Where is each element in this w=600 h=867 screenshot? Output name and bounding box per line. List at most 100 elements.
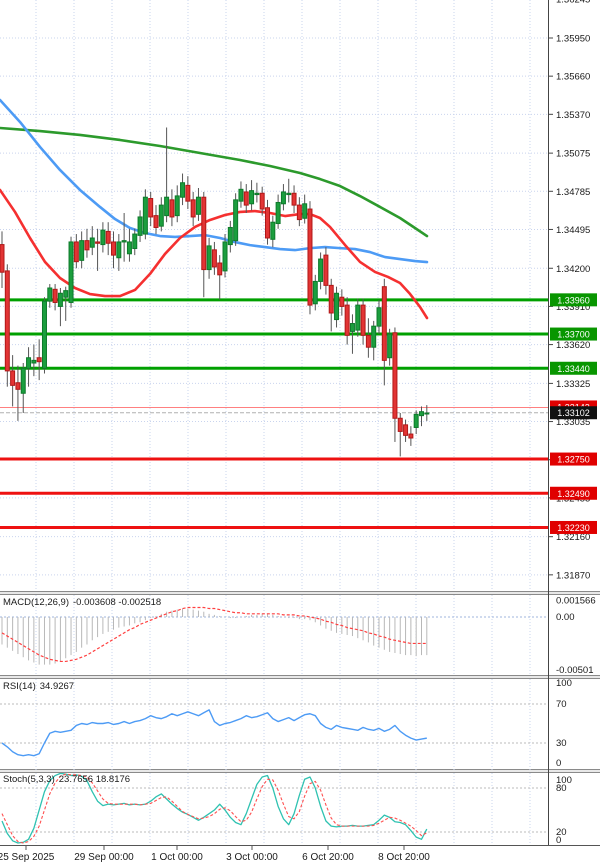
candle-bearish [111, 241, 117, 256]
candle-bullish [180, 182, 186, 198]
candle-bullish [174, 195, 180, 217]
candle-bullish [142, 196, 148, 235]
candle-bearish [10, 370, 16, 386]
candle-bearish [323, 254, 329, 286]
candle-bearish [328, 284, 334, 314]
price-tick-label: 1.36245 [556, 0, 590, 6]
mid-ma-blue [0, 98, 429, 264]
candle-bullish [206, 245, 212, 271]
candle-bullish [158, 204, 164, 227]
candle-bearish [381, 286, 387, 361]
candle-bearish [291, 192, 297, 206]
price-panel[interactable] [0, 0, 548, 591]
candle-bearish [105, 230, 111, 244]
price-tick-label: 1.33325 [556, 379, 590, 390]
candle-bullish [63, 290, 69, 298]
candle-bullish [424, 412, 430, 415]
macd-values: -0.003608 -0.002518 [73, 597, 162, 608]
candle-bullish [89, 237, 95, 248]
stoch-name: Stoch(5,3,3) [3, 774, 55, 785]
candle-bullish [318, 258, 324, 282]
resistance-price-badge: 1.32750 [550, 452, 597, 466]
price-tick-label: 1.34785 [556, 187, 590, 198]
macd-tick-label: 0.001566 [556, 595, 596, 606]
candle-bearish [84, 240, 90, 251]
candle-bearish [148, 198, 154, 218]
candle-bullish [126, 241, 132, 255]
svg-text:1.32230: 1.32230 [557, 523, 590, 533]
candle-bullish [121, 240, 127, 243]
candle-bearish [397, 417, 403, 432]
time-tick-label: 29 Sep 00:00 [74, 852, 134, 863]
macd-tick-label: -0.00501 [556, 665, 594, 676]
candle-bullish [233, 199, 239, 242]
panel-separator[interactable] [0, 675, 600, 679]
price-tick-label: 1.33910 [556, 302, 590, 313]
stoch-tick-label: 80 [556, 783, 567, 794]
price-tick-label: 1.34200 [556, 264, 590, 275]
candle-bullish [286, 192, 292, 196]
candle-bullish [26, 357, 32, 369]
time-axis[interactable]: 25 Sep 2025 29 Sep 00:00 1 Oct 00:00 3 Oct … [0, 846, 430, 863]
price-tick-label: 1.35660 [556, 72, 590, 83]
price-tick-label: 1.33035 [556, 417, 590, 428]
macd-panel[interactable] [0, 595, 548, 675]
candle-bearish [339, 296, 345, 307]
candle-bearish [185, 184, 191, 202]
candle-bearish [73, 241, 79, 263]
svg-text:1.33102: 1.33102 [557, 408, 590, 418]
stoch-panel[interactable] [0, 773, 548, 844]
slow-ma-green [0, 126, 429, 238]
candle-bullish [280, 191, 286, 205]
rsi-tick-label: 0 [556, 758, 561, 769]
candle-bullish [195, 196, 201, 215]
macd-indicator-label: MACD(12,26,9) -0.003608 -0.002518 [3, 597, 161, 608]
candle-bearish [15, 382, 21, 390]
panel-separator[interactable] [0, 591, 600, 595]
candle-bullish [413, 413, 419, 428]
rsi-tick-label: 30 [556, 738, 567, 749]
candle-bullish [312, 280, 318, 305]
panel-separator[interactable] [0, 769, 600, 773]
price-tick-label: 1.31870 [556, 570, 590, 581]
candle-bullish [47, 287, 53, 302]
candle-bearish [217, 262, 223, 276]
candle-bearish [190, 199, 196, 218]
price-tick-label: 1.34495 [556, 225, 590, 236]
candle-bullish [387, 333, 393, 359]
candle-bearish [259, 192, 265, 210]
candle-bullish [100, 229, 106, 246]
candle-bullish [20, 367, 26, 394]
rsi-values: 34.9267 [39, 681, 75, 692]
support-price-badge: 1.33700 [550, 327, 597, 341]
candle-bearish [0, 244, 5, 273]
support-price-badge: 1.33440 [550, 361, 597, 375]
candle-bullish [238, 188, 244, 202]
candle-bullish [270, 221, 276, 240]
candle-bullish [222, 241, 228, 272]
svg-text:1.33960: 1.33960 [557, 295, 590, 305]
time-tick-label: 6 Oct 20:00 [302, 852, 354, 863]
svg-text:1.33700: 1.33700 [557, 330, 590, 340]
candle-bearish [169, 199, 175, 218]
macd-tick-label: 0.00 [556, 612, 575, 623]
macd-signal-line [1, 606, 427, 663]
rsi-panel[interactable] [0, 679, 548, 770]
candle-bearish [307, 208, 313, 306]
candle-bullish [57, 292, 63, 307]
resistance-price-badge: 1.32490 [550, 486, 597, 500]
candle-bullish [275, 201, 281, 225]
candle-bullish [334, 292, 340, 321]
candle-bearish [52, 288, 58, 303]
time-tick-label: 3 Oct 00:00 [226, 852, 278, 863]
candle-bearish [360, 304, 366, 336]
candle-bearish [408, 433, 414, 439]
candle-bullish [418, 411, 424, 417]
price-axis[interactable]: 1.36245 1.35950 1.35660 1.35370 1.35075 1.347… [548, 0, 597, 846]
candle-bearish [243, 191, 249, 206]
rsi-line [1, 709, 427, 757]
candle-bearish [4, 270, 10, 372]
candle-bearish [265, 207, 270, 239]
